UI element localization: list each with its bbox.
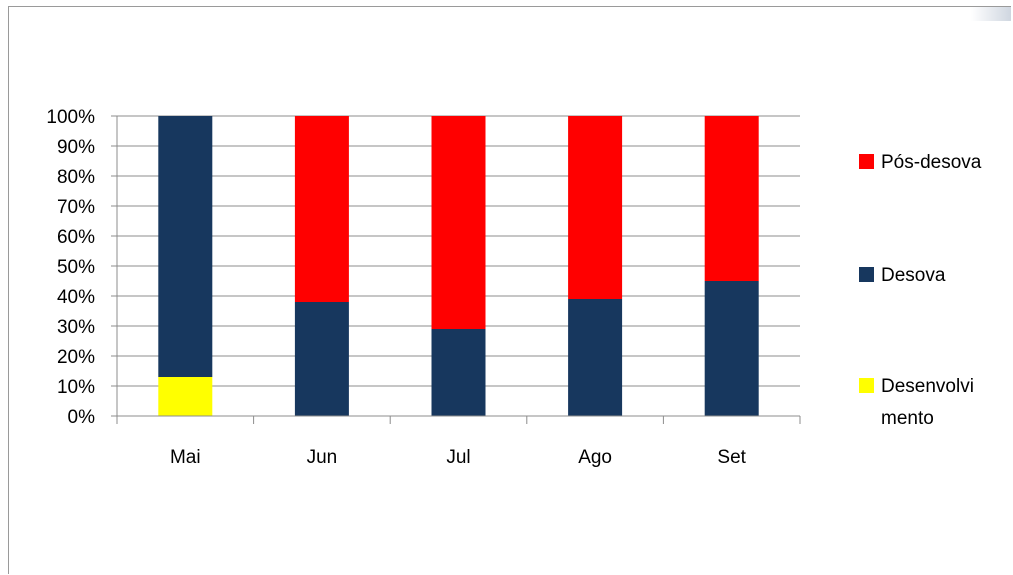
x-tick-label: Set [717, 447, 746, 468]
x-tick-label: Mai [170, 447, 201, 468]
bar-desova-set [704, 281, 759, 416]
legend-swatch [859, 154, 874, 169]
y-tick-label: 20% [57, 347, 95, 368]
x-tick-label: Jul [446, 447, 470, 468]
y-tick-label: 80% [57, 167, 95, 188]
x-tick-label: Ago [578, 447, 612, 468]
y-tick-label: 100% [46, 107, 95, 128]
bar-p-s-desova-jun [294, 116, 349, 302]
y-axis-ticks: 0% 10% 20% 30% 40% 50% 60% 70% 80% 90% 100% [46, 107, 117, 428]
x-axis-ticks: Mai Jun Jul Ago Set [116, 416, 801, 468]
bar-desova-mai [158, 116, 213, 377]
y-tick-label: 30% [57, 317, 95, 338]
legend-swatch [859, 267, 874, 282]
y-tick-label: 10% [57, 377, 95, 398]
y-tick-label: 50% [57, 257, 95, 278]
bar-desenvolvimento-mai [158, 377, 213, 416]
y-tick-label: 60% [57, 227, 95, 248]
y-tick-label: 0% [68, 407, 96, 428]
y-tick-label: 40% [57, 287, 95, 308]
legend-label: mento [881, 408, 934, 429]
legend-label: Pós-desova [881, 152, 982, 173]
bar-desova-jun [294, 302, 349, 416]
bar-p-s-desova-jul [431, 116, 486, 329]
legend: Pós-desova Desova Desenvolvi mento [859, 152, 982, 429]
bars [158, 116, 759, 416]
legend-swatch [859, 378, 874, 393]
bar-p-s-desova-set [704, 116, 759, 281]
legend-label: Desova [881, 265, 946, 286]
legend-label: Desenvolvi [881, 376, 974, 397]
x-tick-label: Jun [307, 447, 338, 468]
bar-desova-jul [431, 329, 486, 416]
y-tick-label: 90% [57, 137, 95, 158]
bar-desova-ago [568, 299, 623, 416]
frame-corner-shade [971, 7, 1011, 21]
y-tick-label: 70% [57, 197, 95, 218]
bar-p-s-desova-ago [568, 116, 623, 299]
